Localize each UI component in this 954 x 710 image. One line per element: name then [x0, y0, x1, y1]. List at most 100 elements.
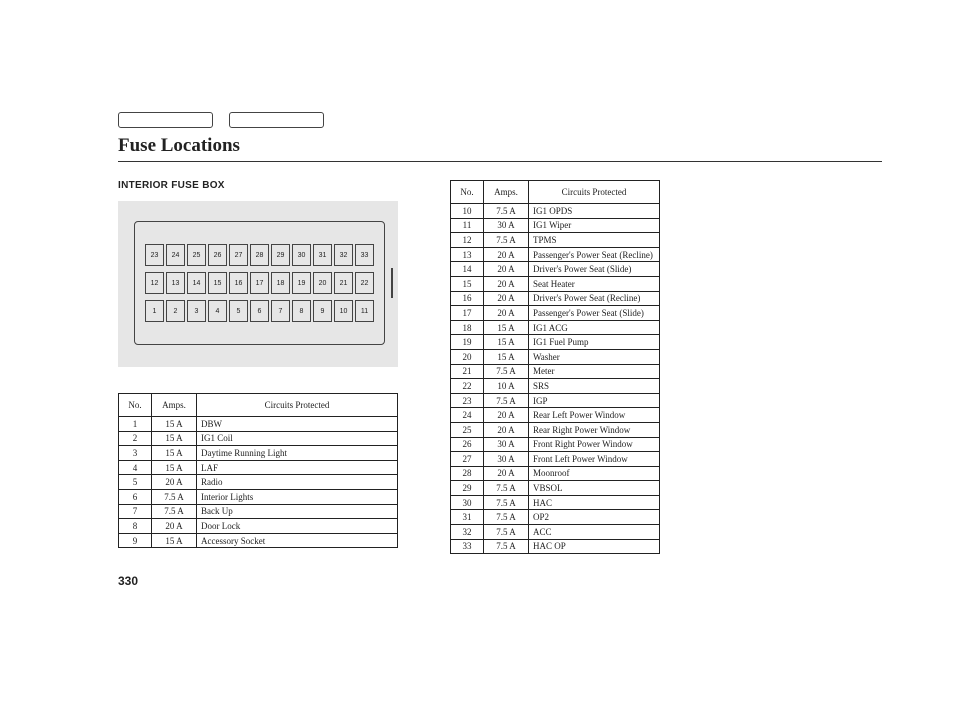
col-circ: Circuits Protected: [529, 181, 660, 204]
cell-amps: 20 A: [152, 475, 197, 490]
cell-circ: OP2: [529, 510, 660, 525]
fuse-slot: 25: [187, 244, 206, 266]
fuse-slot: 31: [313, 244, 332, 266]
cell-no: 7: [119, 504, 152, 519]
cell-no: 27: [451, 452, 484, 467]
fuse-slot: 24: [166, 244, 185, 266]
cell-no: 18: [451, 320, 484, 335]
fuse-slot: 30: [292, 244, 311, 266]
cell-amps: 15 A: [152, 533, 197, 548]
table-row: 67.5 AInterior Lights: [119, 489, 398, 504]
fuse-slot: 7: [271, 300, 290, 322]
cell-no: 26: [451, 437, 484, 452]
cell-amps: 7.5 A: [484, 364, 529, 379]
fuse-slot: 20: [313, 272, 332, 294]
cell-no: 17: [451, 306, 484, 321]
cell-amps: 20 A: [484, 422, 529, 437]
cell-amps: 20 A: [484, 306, 529, 321]
table-row: 2730 AFront Left Power Window: [451, 452, 660, 467]
cell-circ: LAF: [197, 460, 398, 475]
fuse-diagram: 2324252627282930313233121314151617181920…: [118, 201, 398, 367]
cell-no: 12: [451, 233, 484, 248]
table-row: 215 AIG1 Coil: [119, 431, 398, 446]
table-row: 307.5 AHAC: [451, 495, 660, 510]
cell-circ: Seat Heater: [529, 276, 660, 291]
cell-circ: Back Up: [197, 504, 398, 519]
cell-circ: Accessory Socket: [197, 533, 398, 548]
table-row: 1815 AIG1 ACG: [451, 320, 660, 335]
cell-no: 13: [451, 247, 484, 262]
fuse-slot: 26: [208, 244, 227, 266]
cell-no: 22: [451, 379, 484, 394]
cell-amps: 7.5 A: [484, 393, 529, 408]
table-row: 115 ADBW: [119, 417, 398, 432]
table-row: 337.5 AHAC OP: [451, 539, 660, 554]
cell-amps: 15 A: [484, 335, 529, 350]
fuse-slot: 9: [313, 300, 332, 322]
table-row: 820 ADoor Lock: [119, 519, 398, 534]
cell-amps: 15 A: [484, 320, 529, 335]
fuse-table-right: No. Amps. Circuits Protected 107.5 AIG1 …: [450, 180, 660, 554]
cell-amps: 15 A: [152, 417, 197, 432]
cell-no: 28: [451, 466, 484, 481]
section-heading: INTERIOR FUSE BOX: [118, 180, 398, 191]
cell-amps: 7.5 A: [484, 481, 529, 496]
table-row: 297.5 AVBSOL: [451, 481, 660, 496]
fuse-slot: 8: [292, 300, 311, 322]
fuse-slot: 2: [166, 300, 185, 322]
table-row: 1720 APassenger's Power Seat (Slide): [451, 306, 660, 321]
cell-no: 33: [451, 539, 484, 554]
cell-circ: TPMS: [529, 233, 660, 248]
table-row: 2820 AMoonroof: [451, 466, 660, 481]
cell-amps: 15 A: [152, 431, 197, 446]
table-row: 127.5 ATPMS: [451, 233, 660, 248]
fuse-slot: 13: [166, 272, 185, 294]
cell-circ: HAC OP: [529, 539, 660, 554]
cell-circ: Front Right Power Window: [529, 437, 660, 452]
cell-circ: ACC: [529, 525, 660, 540]
cell-amps: 20 A: [484, 466, 529, 481]
page-title: Fuse Locations: [118, 135, 882, 157]
cell-no: 23: [451, 393, 484, 408]
table-row: 77.5 ABack Up: [119, 504, 398, 519]
fuse-slot: 22: [355, 272, 374, 294]
cell-no: 3: [119, 446, 152, 461]
cell-no: 32: [451, 525, 484, 540]
fuse-slot: 4: [208, 300, 227, 322]
cell-no: 4: [119, 460, 152, 475]
fuse-slot: 32: [334, 244, 353, 266]
fuse-slot: 33: [355, 244, 374, 266]
cell-no: 6: [119, 489, 152, 504]
cell-no: 9: [119, 533, 152, 548]
fuse-slot: 10: [334, 300, 353, 322]
cell-circ: SRS: [529, 379, 660, 394]
cell-circ: IG1 Fuel Pump: [529, 335, 660, 350]
table-row: 2420 ARear Left Power Window: [451, 408, 660, 423]
page-number: 330: [118, 574, 138, 588]
fuse-slot: 12: [145, 272, 164, 294]
fuse-slot: 11: [355, 300, 374, 322]
table-row: 1915 AIG1 Fuel Pump: [451, 335, 660, 350]
col-no: No.: [119, 394, 152, 417]
cell-amps: 20 A: [152, 519, 197, 534]
table-row: 1420 ADriver's Power Seat (Slide): [451, 262, 660, 277]
table-row: 415 ALAF: [119, 460, 398, 475]
cell-no: 1: [119, 417, 152, 432]
table-row: 327.5 AACC: [451, 525, 660, 540]
cell-amps: 20 A: [484, 247, 529, 262]
cell-amps: 7.5 A: [484, 233, 529, 248]
col-amps: Amps.: [152, 394, 197, 417]
fuse-slot: 6: [250, 300, 269, 322]
cell-circ: Washer: [529, 349, 660, 364]
table-row: 1520 ASeat Heater: [451, 276, 660, 291]
cell-amps: 15 A: [152, 446, 197, 461]
cell-amps: 7.5 A: [484, 495, 529, 510]
tab-placeholder: [118, 112, 213, 128]
fuse-slot: 17: [250, 272, 269, 294]
title-rule: [118, 161, 882, 162]
table-row: 217.5 AMeter: [451, 364, 660, 379]
fuse-slot: 29: [271, 244, 290, 266]
fuse-slot: 27: [229, 244, 248, 266]
fuse-slot: 23: [145, 244, 164, 266]
cell-circ: Rear Left Power Window: [529, 408, 660, 423]
